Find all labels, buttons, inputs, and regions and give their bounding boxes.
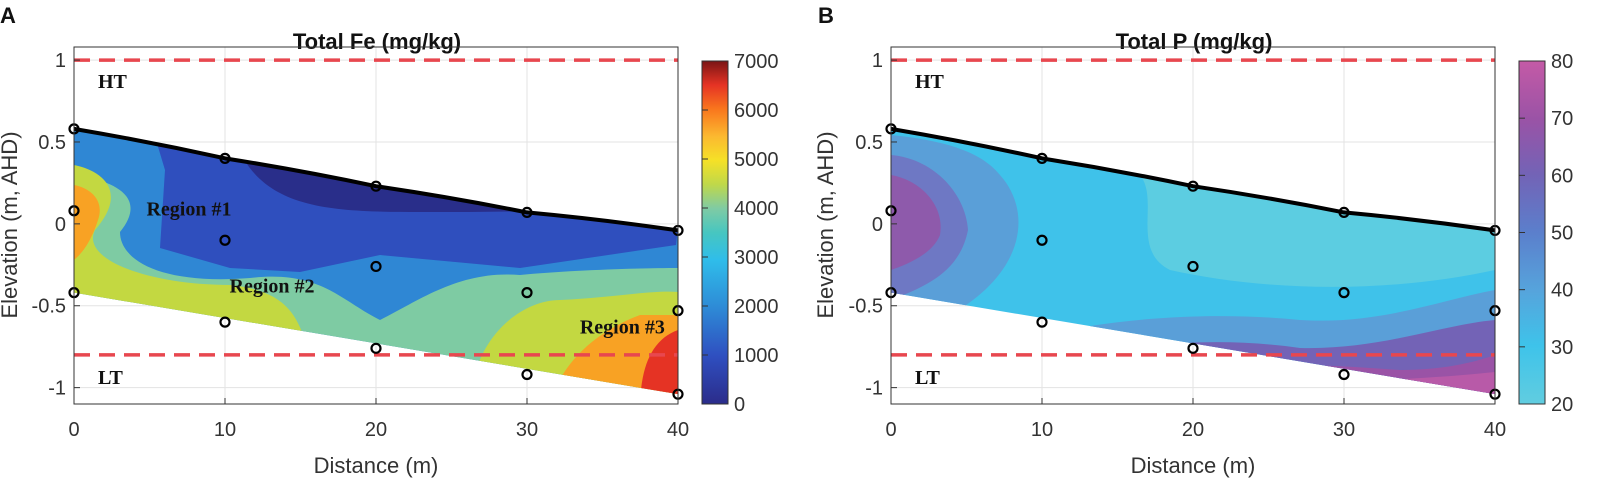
y-tick-label: 1 bbox=[872, 50, 883, 72]
ht-label: HT bbox=[915, 71, 945, 93]
y-axis-label: Elevation (m, AHD) bbox=[813, 131, 838, 318]
sample-point bbox=[370, 342, 382, 354]
colorbar-tick-label: 0 bbox=[734, 394, 745, 416]
sample-point bbox=[1338, 287, 1350, 299]
y-tick-label: 0 bbox=[55, 214, 66, 236]
y-tick-label: 0 bbox=[872, 214, 883, 236]
colorbar-tick-label: 70 bbox=[1551, 108, 1573, 130]
y-tick-label: 0.5 bbox=[38, 132, 66, 154]
x-tick-label: 40 bbox=[667, 419, 689, 441]
lt-label: LT bbox=[98, 367, 124, 389]
x-tick-label: 30 bbox=[516, 419, 538, 441]
chart-title: Total Fe (mg/kg) bbox=[293, 29, 461, 54]
x-tick-label: 20 bbox=[1182, 419, 1204, 441]
colorbar-tick-label: 4000 bbox=[734, 198, 779, 220]
chart-title: Total P (mg/kg) bbox=[1116, 29, 1273, 54]
colorbar-tick-label: 20 bbox=[1551, 394, 1573, 416]
x-tick-label: 40 bbox=[1484, 419, 1506, 441]
x-axis-ticks: 0 10 20 30 40 bbox=[885, 398, 1506, 441]
sample-point bbox=[219, 316, 231, 328]
panel-letter: B bbox=[818, 3, 834, 28]
y-tick-label: -1 bbox=[48, 378, 66, 400]
y-tick-label: -0.5 bbox=[32, 296, 66, 318]
contour-band-region1-hot bbox=[74, 185, 100, 260]
colorbar-tick-label: 1000 bbox=[734, 345, 779, 367]
x-tick-label: 30 bbox=[1333, 419, 1355, 441]
colorbar-tick-label: 60 bbox=[1551, 165, 1573, 187]
colorbar-tick-label: 40 bbox=[1551, 280, 1573, 302]
colorbar-tick-label: 7000 bbox=[734, 51, 779, 73]
y-axis-label: Elevation (m, AHD) bbox=[0, 131, 22, 318]
sample-point bbox=[370, 180, 382, 192]
x-tick-label: 20 bbox=[365, 419, 387, 441]
region-2-label: Region #2 bbox=[230, 276, 315, 298]
contour-band-region2 bbox=[74, 165, 305, 340]
colorbar-tick-label: 2000 bbox=[734, 296, 779, 318]
sample-point bbox=[370, 260, 382, 273]
y-tick-label: -0.5 bbox=[849, 296, 883, 318]
sample-point bbox=[1187, 260, 1199, 273]
sample-point bbox=[1187, 342, 1199, 354]
colorbar-tick-label: 6000 bbox=[734, 100, 779, 122]
region-1-label: Region #1 bbox=[146, 199, 231, 221]
y-axis-ticks: -1 -0.5 0 0.5 1 bbox=[849, 50, 897, 400]
sample-point bbox=[1036, 152, 1048, 164]
ht-label: HT bbox=[98, 71, 128, 93]
sample-point bbox=[521, 368, 533, 381]
region-3-label: Region #3 bbox=[580, 317, 665, 339]
colorbar-ticks: 20 30 40 50 60 70 80 bbox=[1519, 51, 1573, 416]
colorbar-tick-label: 5000 bbox=[734, 149, 779, 171]
colorbar-tick-label: 80 bbox=[1551, 51, 1573, 73]
x-tick-label: 10 bbox=[214, 419, 236, 441]
surface-line bbox=[73, 126, 679, 233]
x-axis-label: Distance (m) bbox=[1131, 453, 1256, 478]
panel-letter: A bbox=[0, 3, 16, 28]
sample-point bbox=[1338, 368, 1350, 381]
sample-point bbox=[1036, 234, 1048, 246]
x-tick-label: 0 bbox=[68, 419, 79, 441]
colorbar-tick-label: 30 bbox=[1551, 337, 1573, 359]
contour-band-highest bbox=[891, 175, 941, 270]
x-tick-label: 0 bbox=[885, 419, 896, 441]
sample-point bbox=[521, 287, 533, 299]
colorbar-ticks: 0 1000 2000 3000 4000 5000 6000 7000 bbox=[702, 51, 779, 416]
sample-point bbox=[1338, 206, 1350, 218]
x-tick-label: 10 bbox=[1031, 419, 1053, 441]
sample-point bbox=[1036, 316, 1048, 328]
panel-b: B Total P (mg/kg) HT LT 0 10 20 30 40 -1-0.5… bbox=[813, 3, 1573, 478]
sample-point bbox=[1187, 180, 1199, 192]
colorbar bbox=[701, 60, 729, 405]
y-axis-ticks: -1 -0.5 0 0.5 1 bbox=[32, 50, 80, 400]
x-axis-ticks: 0 10 20 30 40 bbox=[68, 398, 689, 441]
x-axis-label: Distance (m) bbox=[314, 453, 439, 478]
y-tick-label: 0.5 bbox=[855, 132, 883, 154]
lt-label: LT bbox=[915, 367, 941, 389]
sample-point bbox=[521, 206, 533, 218]
surface-line bbox=[890, 126, 1496, 233]
sample-point bbox=[219, 152, 231, 164]
colorbar-tick-label: 50 bbox=[1551, 223, 1573, 245]
sample-point bbox=[219, 234, 231, 246]
panel-a: A Total Fe (mg/kg) HT LT Region #1 Regio… bbox=[0, 3, 779, 478]
y-tick-label: 1 bbox=[55, 50, 66, 72]
y-tick-label: -1 bbox=[865, 378, 883, 400]
colorbar-tick-label: 3000 bbox=[734, 247, 779, 269]
